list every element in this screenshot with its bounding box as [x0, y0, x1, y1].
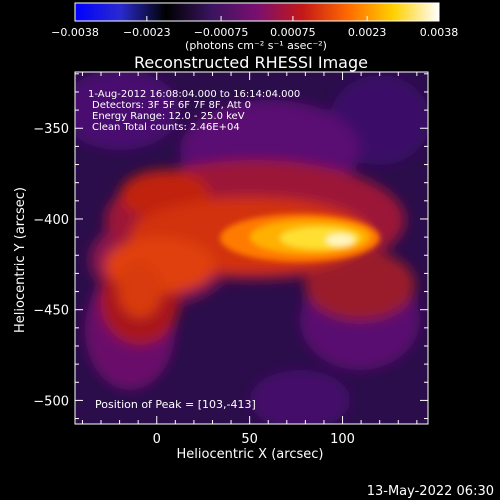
colorbar-tick-label: −0.0038	[51, 26, 99, 39]
annotation-block: 1-Aug-2012 16:08:04.000 to 16:14:04.000D…	[88, 89, 300, 133]
colorbar-ticks: −0.0038 −0.0023 −0.00075 0.00075 0.0023 0.003…	[51, 16, 458, 39]
colorbar-tick-label: −0.0023	[123, 26, 171, 39]
colorbar-tick-label: 0.0023	[348, 26, 387, 39]
annotation-line: Energy Range: 12.0 - 25.0 keV	[92, 111, 245, 122]
peak-position-label: Position of Peak = [103,-413]	[95, 398, 256, 411]
x-tick-label: 100	[330, 432, 355, 447]
x-tick-label: 0	[153, 432, 161, 447]
y-tick-label: −400	[33, 213, 69, 228]
plot-frame	[74, 71, 429, 425]
heatmap-peak	[326, 234, 354, 246]
y-tick-label: −450	[33, 304, 69, 319]
colorbar-tick-label: 0.00075	[270, 26, 316, 39]
y-axis-label: Heliocentric Y (arcsec)	[13, 187, 28, 333]
heatmap-blob	[305, 250, 415, 320]
heatmap-core-layer	[220, 214, 380, 262]
y-tick-label: −500	[33, 394, 69, 409]
annotation-line: Detectors: 3F 5F 6F 7F 8F, Att 0	[92, 100, 251, 111]
heatmap-blob	[75, 72, 180, 150]
heatmap-blob	[118, 262, 162, 318]
annotation-line: Clean Total counts: 2.46E+04	[92, 122, 240, 133]
heatmap-blob	[250, 370, 350, 424]
y-axis-ticks: −350 −400 −450 −500	[33, 73, 428, 420]
annotation-line: 1-Aug-2012 16:08:04.000 to 16:14:04.000	[88, 89, 300, 100]
x-tick-label: 50	[241, 432, 258, 447]
x-axis-label: Heliocentric X (arcsec)	[177, 447, 324, 462]
colorbar-tick-label: 0.0038	[420, 26, 459, 39]
chart-title: Reconstructed RHESSI Image	[134, 53, 368, 72]
heatmap-image	[75, 72, 428, 424]
x-axis-ticks: 0 50 100	[81, 72, 418, 447]
colorbar-tick-label: −0.00075	[194, 26, 249, 39]
y-tick-label: −350	[33, 122, 69, 137]
colorbar: −0.0038 −0.0023 −0.00075 0.00075 0.0023 0.003…	[51, 2, 458, 52]
colorbar-scale	[74, 2, 440, 22]
footer-timestamp: 13-May-2022 06:30	[367, 484, 494, 499]
colorbar-units-label: (photons cm⁻² s⁻¹ asec⁻²)	[185, 39, 327, 52]
